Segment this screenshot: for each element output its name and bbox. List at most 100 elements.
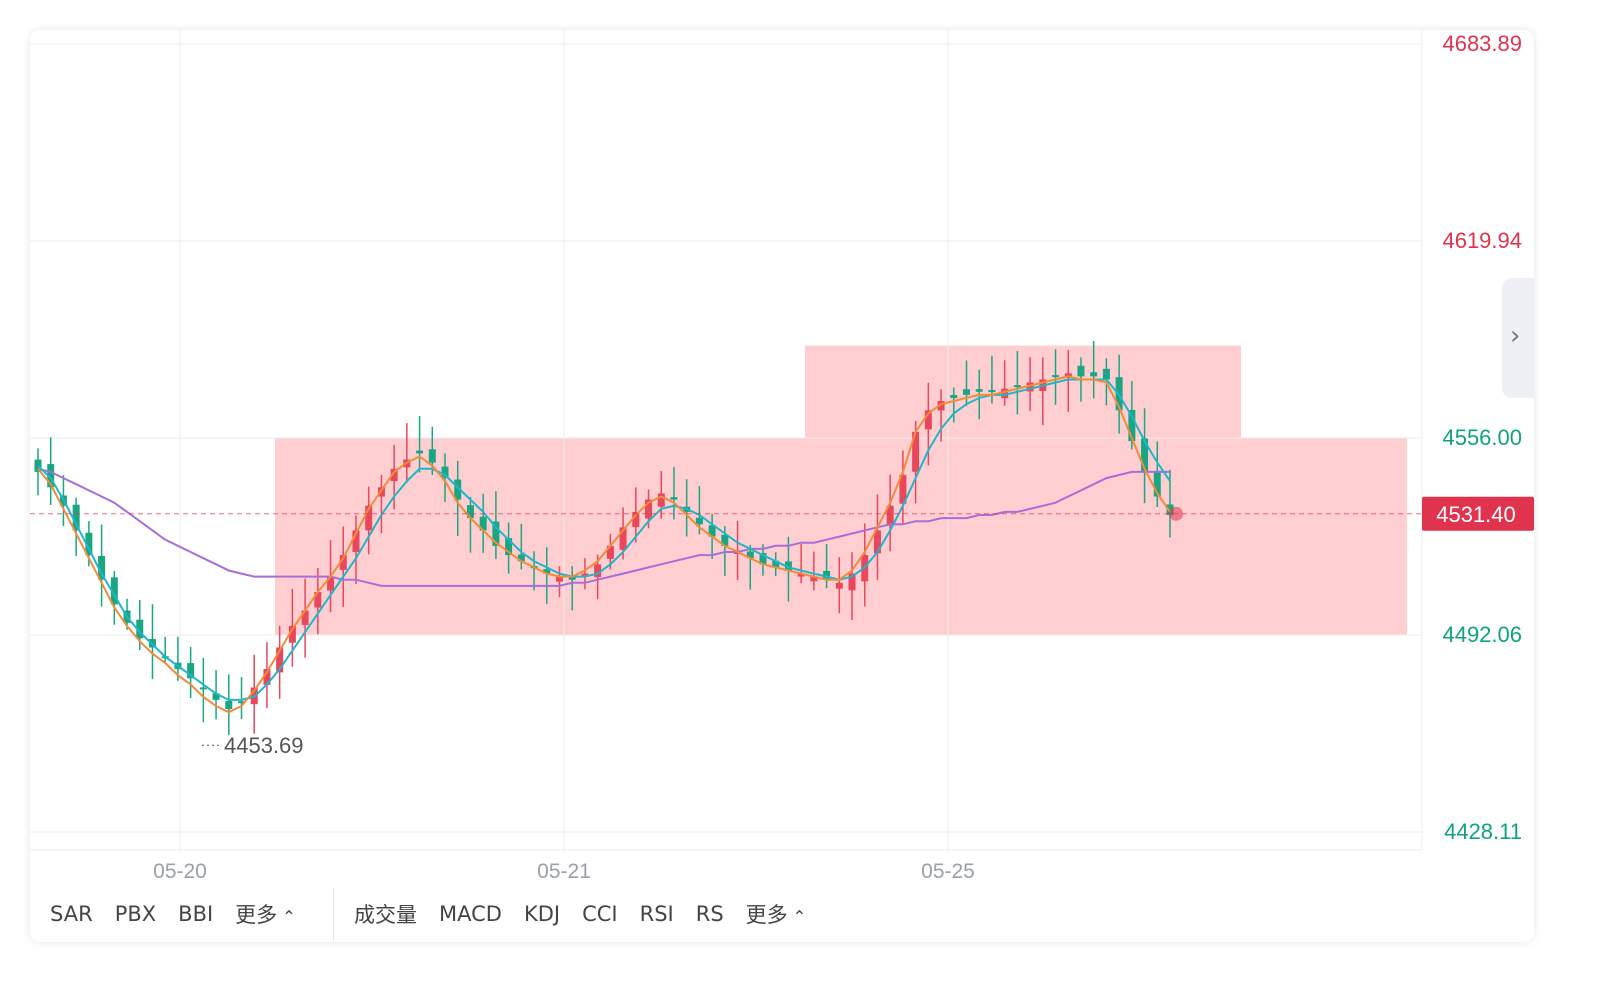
ma-mid-line: [37, 378, 1171, 701]
candle-body: [772, 560, 780, 568]
candle-body: [339, 555, 347, 570]
candle-body: [886, 505, 894, 526]
candle-body: [479, 516, 487, 531]
candle-body: [721, 534, 729, 546]
main-indicators: SAR PBX BBI 更多: [50, 886, 318, 942]
ma-fast-line: [37, 375, 1171, 714]
candle-body: [1052, 375, 1060, 378]
candle-body: [390, 468, 398, 482]
candle-body: [492, 521, 500, 546]
x-tick-label: 05-21: [537, 860, 591, 883]
candle-body: [301, 610, 309, 625]
candle-body: [441, 466, 449, 479]
candle-body: [72, 504, 80, 531]
candle-body: [365, 505, 373, 531]
candlestick-chart[interactable]: 4683.89 4619.94 4556.00 4492.06 4428.11 05-20…: [30, 30, 1534, 886]
candle-body: [555, 576, 563, 582]
candle-body: [1013, 385, 1021, 388]
candle-body: [238, 701, 246, 704]
sub-indicators: 成交量 MACD KDJ CCI RSI RS 更多: [354, 886, 828, 942]
chevron-right-icon: ›: [1510, 321, 1521, 351]
candle-body: [988, 390, 996, 393]
current-price-badge: [1422, 496, 1534, 531]
candle-body: [416, 450, 424, 454]
indicator-kdj[interactable]: KDJ: [523, 902, 561, 926]
candle-body: [276, 647, 284, 673]
candle-body: [199, 687, 207, 690]
candle-body: [568, 575, 576, 580]
low-marker-label: 4453.69: [224, 733, 304, 758]
candle-body: [1077, 365, 1085, 377]
indicator-sar[interactable]: SAR: [50, 902, 93, 926]
candle-body: [1102, 368, 1110, 380]
candle-body: [759, 553, 767, 565]
x-tick-label: 05-20: [153, 860, 207, 883]
candle-body: [848, 573, 856, 591]
candle-body: [47, 464, 55, 488]
indicator-toolbar: SAR PBX BBI 更多 成交量 MACD KDJ CCI RSI RS 更…: [30, 886, 1534, 942]
candle-body: [950, 394, 958, 398]
candle-body: [212, 693, 220, 700]
candle-body: [645, 499, 653, 519]
candle-body: [505, 538, 513, 556]
current-price-label: 4531.40: [1436, 502, 1516, 527]
indicator-pbx[interactable]: PBX: [114, 902, 157, 926]
candle-body: [797, 573, 805, 577]
indicator-cci[interactable]: CCI: [582, 902, 618, 926]
candle-body: [1090, 372, 1098, 377]
indicator-volume[interactable]: 成交量: [354, 903, 417, 927]
y-tick-label: 4683.89: [1442, 31, 1522, 56]
candle-body: [835, 582, 843, 589]
candle-body: [263, 669, 271, 685]
candle-body: [708, 525, 716, 537]
candle-body: [85, 532, 93, 556]
current-price-dot: [1169, 506, 1183, 521]
candle-body: [327, 576, 335, 591]
candle-body: [187, 663, 195, 679]
candle-body: [288, 625, 296, 643]
toolbar-divider: [333, 888, 334, 940]
main-more-dropdown[interactable]: 更多: [235, 899, 296, 929]
candle-body: [810, 576, 818, 582]
candle-body: [746, 551, 754, 559]
candle-body: [657, 493, 665, 507]
candle-body: [670, 497, 678, 500]
candle-body: [695, 517, 703, 525]
candle-body: [110, 577, 118, 605]
candle-body: [962, 389, 970, 395]
candle-body: [899, 474, 907, 504]
candle-body: [823, 570, 831, 580]
ma-slow-line: [37, 467, 1170, 587]
candle-body: [314, 592, 322, 608]
indicator-rsi[interactable]: RSI: [639, 902, 674, 926]
candle-body: [594, 564, 602, 578]
sub-more-dropdown[interactable]: 更多: [746, 899, 807, 929]
x-tick-label: 05-25: [921, 860, 975, 883]
indicator-macd[interactable]: MACD: [439, 902, 502, 926]
candle-body: [581, 573, 589, 576]
expand-panel-button[interactable]: ›: [1502, 278, 1534, 398]
candle-body: [1166, 504, 1174, 516]
candle-body: [924, 410, 932, 430]
indicator-bbi[interactable]: BBI: [178, 902, 214, 926]
y-tick-label: 4556.00: [1442, 425, 1522, 450]
candle-body: [632, 511, 640, 528]
y-tick-label: 4428.11: [1444, 819, 1522, 844]
candle-body: [937, 401, 945, 411]
y-tick-label: 4492.06: [1442, 622, 1522, 647]
candle-body: [975, 389, 983, 392]
candle-body: [454, 479, 462, 500]
candle-body: [1128, 409, 1136, 442]
y-tick-label: 4619.94: [1442, 228, 1522, 253]
candle-body: [1001, 388, 1009, 399]
candle-body: [225, 700, 233, 710]
candle-body: [1026, 382, 1034, 392]
candle-body: [466, 505, 474, 519]
candle-body: [784, 561, 792, 571]
candle-body: [873, 530, 881, 554]
candle-body: [352, 530, 360, 552]
candle-body: [517, 554, 525, 562]
candle-body: [606, 545, 614, 559]
candle-body: [543, 569, 551, 574]
indicator-rs[interactable]: RS: [695, 902, 724, 926]
